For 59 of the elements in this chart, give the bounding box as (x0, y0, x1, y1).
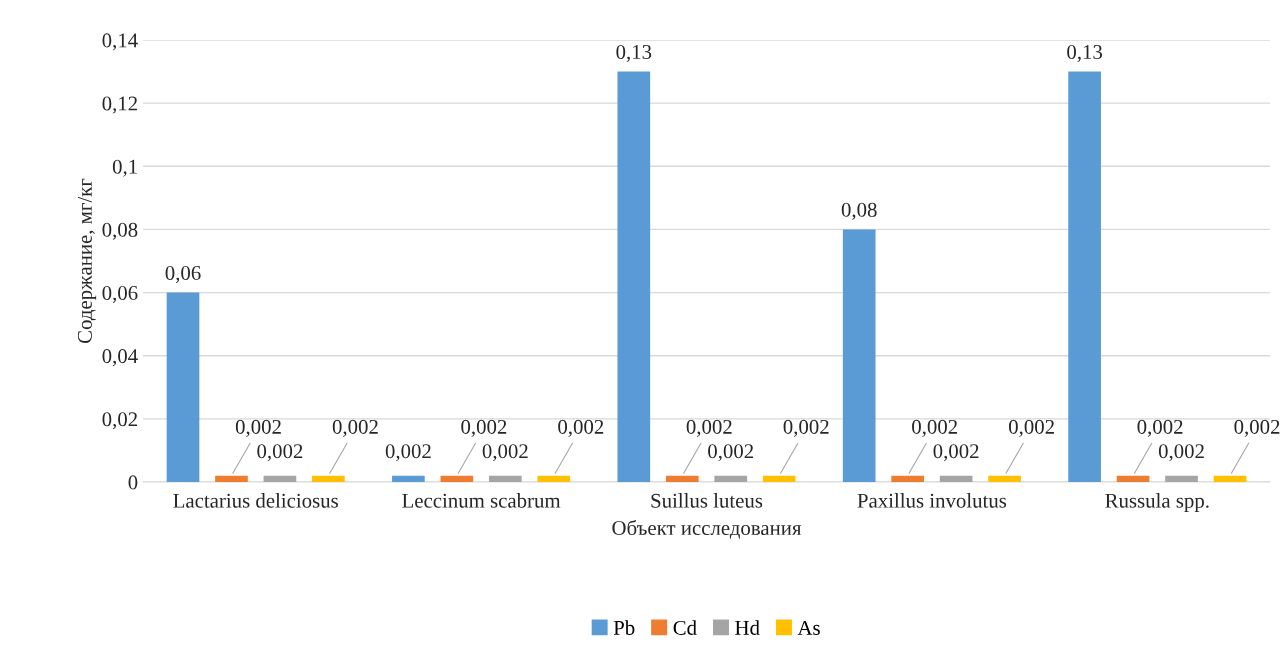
bar (617, 71, 651, 482)
data-label: 0,002 (482, 444, 528, 462)
x-tick-label: Lactarius deliciosus (173, 493, 338, 508)
bar (1116, 475, 1150, 482)
y-tick-label: 0,02 (102, 412, 137, 430)
bar (392, 475, 425, 482)
data-label: 0,13 (616, 44, 652, 62)
bar (988, 475, 1021, 482)
y-tick-label: 0,14 (102, 33, 138, 51)
data-label: 0,002 (558, 419, 604, 437)
data-label: 0,002 (235, 419, 281, 437)
legend-label: As (797, 620, 820, 635)
bar (488, 475, 522, 482)
x-tick-label: Russula spp. (1105, 493, 1209, 512)
data-label: 0,06 (165, 265, 201, 283)
data-label: 0,002 (708, 444, 754, 462)
legend-label: Pb (613, 620, 635, 635)
data-label: 0,002 (912, 419, 958, 437)
bar (842, 229, 876, 482)
y-tick-label: 0,06 (102, 285, 138, 303)
bar (891, 475, 925, 482)
data-label: 0,002 (1158, 444, 1204, 462)
x-tick-label: Suillus luteus (651, 493, 763, 508)
bar (263, 475, 297, 482)
data-label: 0,002 (933, 444, 979, 462)
y-tick-label: 0,12 (102, 96, 137, 114)
x-axis-title: Объект исследования (612, 519, 802, 539)
data-label: 0,13 (1067, 44, 1103, 62)
data-label: 0,002 (332, 419, 378, 437)
bar (215, 475, 248, 482)
data-label: 0,002 (257, 444, 303, 462)
bar (939, 475, 973, 482)
bar (714, 475, 748, 482)
bar (665, 475, 699, 482)
legend-label: Cd (673, 620, 697, 635)
bar (1068, 71, 1101, 482)
data-label: 0,002 (686, 419, 732, 437)
data-label: 0,08 (841, 202, 877, 220)
y-tick-label: 0,1 (112, 159, 137, 177)
data-label: 0,002 (461, 419, 507, 437)
bar (312, 475, 345, 482)
data-label: 0,002 (1009, 419, 1054, 437)
y-tick-label: 0,04 (102, 349, 138, 367)
data-label: 0,002 (1234, 419, 1280, 437)
y-tick-label: 0 (128, 475, 138, 490)
x-tick-label: Paxillus involutus (857, 493, 1007, 508)
bar (1213, 475, 1247, 482)
bar (537, 475, 571, 482)
data-label: 0,002 (1137, 419, 1183, 437)
y-tick-label: 0,08 (102, 222, 138, 240)
x-tick-label: Leccinum scabrum (402, 493, 561, 508)
y-axis-title: Содержание, мг/кг (77, 178, 97, 344)
bar (440, 475, 474, 482)
legend-label: Hd (735, 620, 760, 635)
data-label: 0,002 (385, 444, 431, 462)
data-label: 0,002 (783, 419, 829, 437)
bar (762, 475, 796, 482)
bar (166, 292, 200, 482)
bar (1165, 475, 1198, 482)
